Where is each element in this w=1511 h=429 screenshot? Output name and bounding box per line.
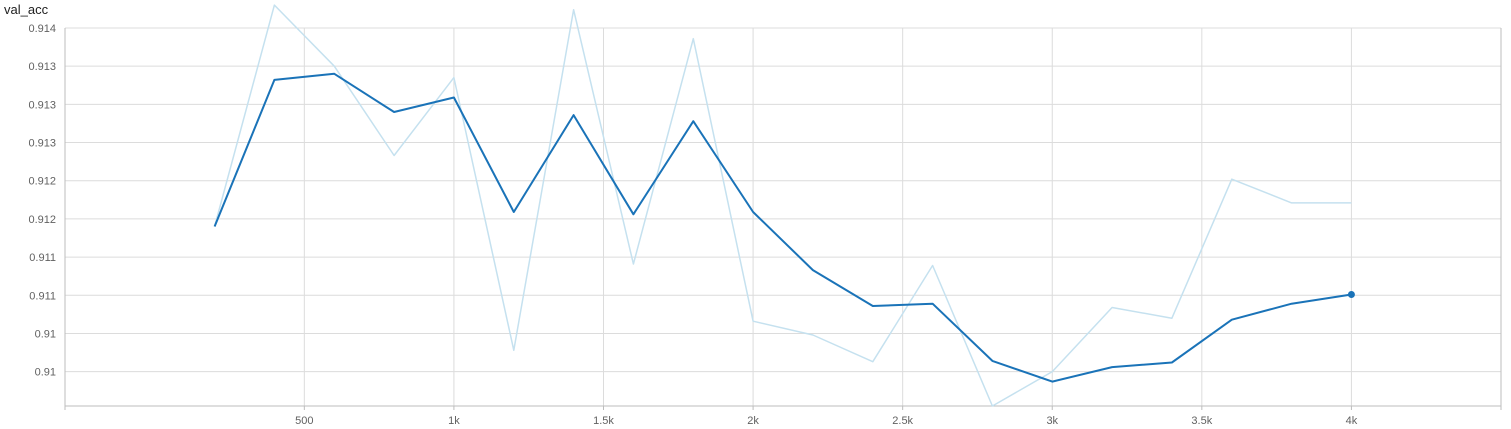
y-tick-label: 0.913 (28, 138, 56, 150)
last-point-marker (1347, 291, 1355, 299)
raw-series-line (213, 4, 1352, 407)
y-axis-ticks: 0.91 0.91 0.911 0.911 0.912 0.912 0.913 0.913 0.… (28, 23, 56, 379)
x-tick-label: 2k (747, 415, 759, 427)
y-tick-label: 0.912 (28, 214, 56, 226)
y-tick-label: 0.913 (28, 99, 56, 111)
x-tick-label: 1.5k (593, 415, 614, 427)
x-tick-label: 1k (448, 415, 460, 427)
grid-lines (65, 27, 1501, 406)
y-tick-label: 0.91 (35, 328, 56, 340)
x-tick-label: 3.5k (1191, 415, 1212, 427)
smoothed-series-line (213, 72, 1352, 383)
y-tick-label: 0.911 (29, 252, 56, 264)
y-tick-label: 0.914 (28, 23, 56, 35)
x-axis-ticks: 500 1k 1.5k 2k 2.5k 3k 3.5k 4k (295, 415, 1358, 427)
x-tick-label: 2.5k (892, 415, 913, 427)
y-tick-label: 0.91 (35, 367, 56, 379)
x-tick-label: 3k (1046, 415, 1058, 427)
y-tick-label: 0.913 (28, 61, 56, 73)
x-tick-label: 4k (1346, 415, 1358, 427)
x-tick-label: 500 (295, 415, 313, 427)
y-tick-label: 0.911 (29, 290, 56, 302)
axes (64, 28, 1502, 410)
chart-title: val_acc (4, 2, 49, 17)
series-group (213, 4, 1355, 407)
y-tick-label: 0.912 (28, 176, 56, 188)
